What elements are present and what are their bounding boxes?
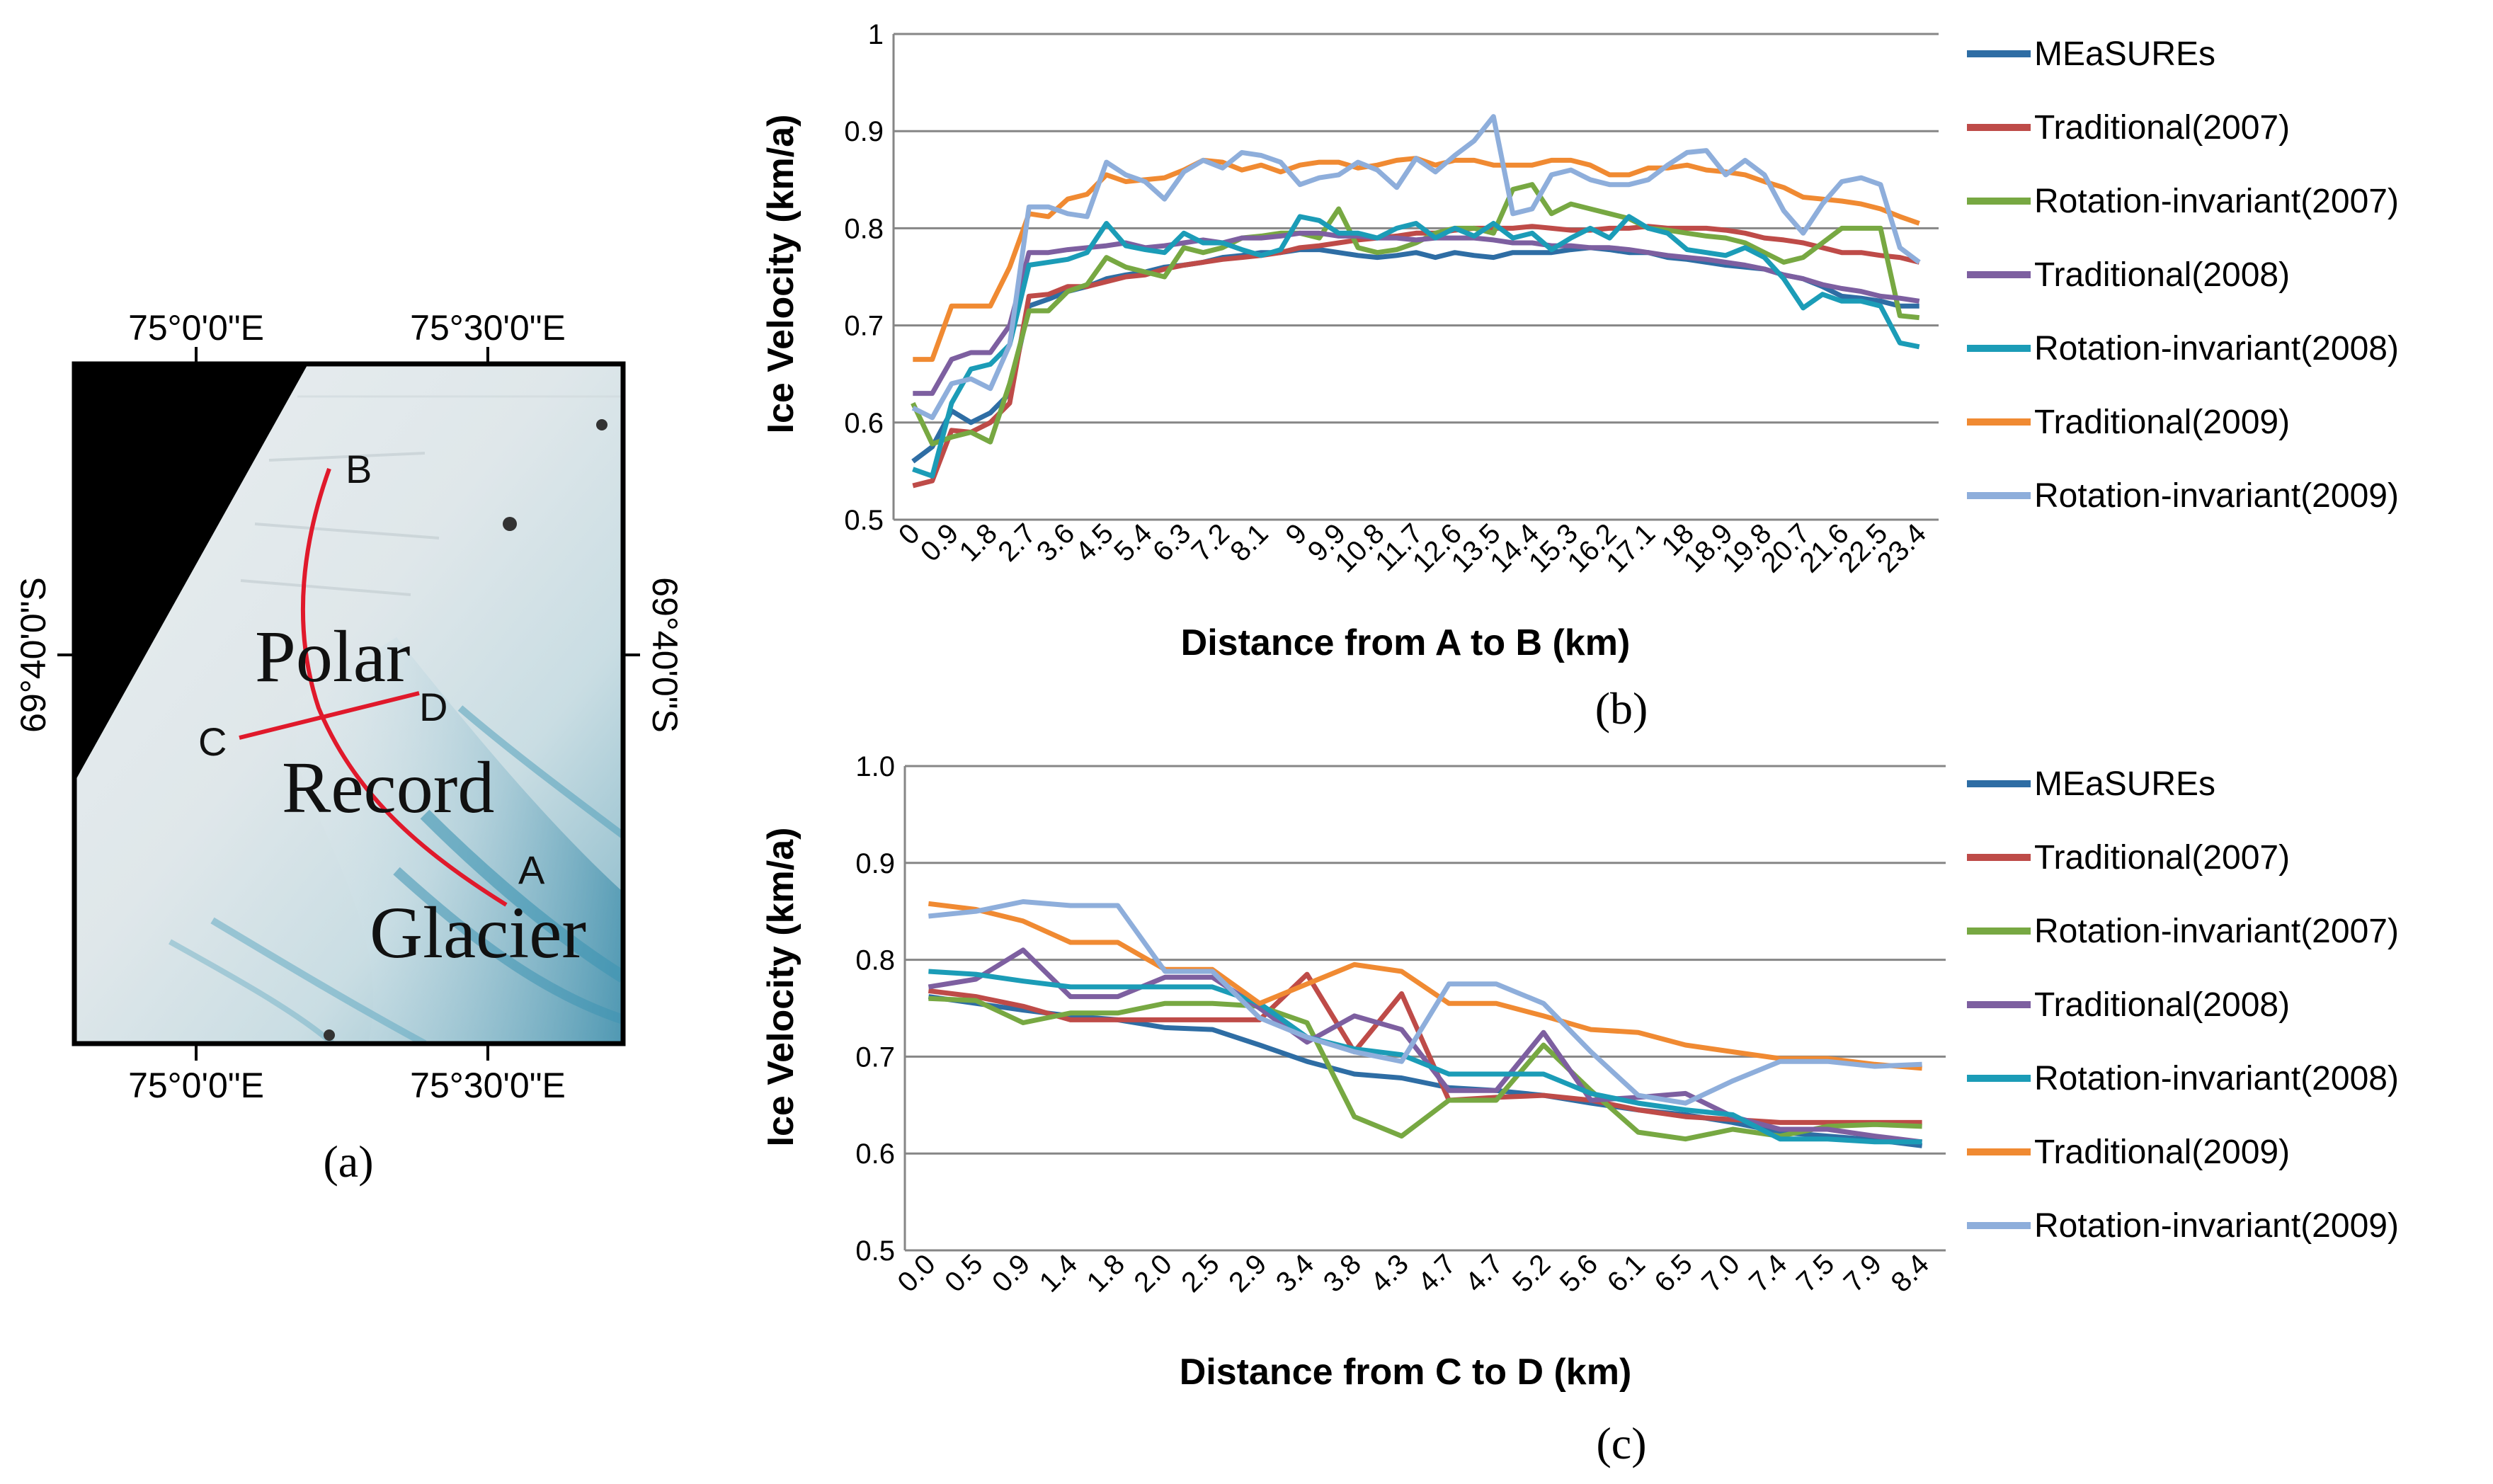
chart-c-ylabel: Ice Velocity (km/a)	[760, 828, 801, 1147]
chart-b-ylabel: Ice Velocity (km/a)	[760, 115, 801, 434]
x-tick-label: 8.4	[1886, 1248, 1935, 1298]
x-tick-label: 2.9	[1223, 1248, 1272, 1298]
map-top-coord-right: 75°30'0"E	[410, 308, 566, 348]
legend-label: Traditional(2007)	[2034, 839, 2290, 877]
legend-label: Rotation-invariant(2007)	[2034, 183, 2399, 220]
legend-label: Traditional(2007)	[2034, 109, 2290, 147]
map-point-b: B	[346, 447, 372, 491]
y-tick-label: 0.8	[844, 213, 884, 244]
x-tick-label: 4.7	[1459, 1248, 1509, 1298]
x-tick-label: 2.5	[1175, 1248, 1225, 1298]
series-line-measures	[911, 245, 1919, 464]
x-tick-label: 7.5	[1791, 1248, 1840, 1298]
route-c-to-d	[239, 691, 420, 740]
y-tick-label: 0.5	[855, 1235, 895, 1267]
x-tick-label: 4.3	[1365, 1248, 1415, 1298]
y-tick-label: 0.8	[855, 945, 895, 976]
route-a-to-b	[300, 467, 508, 907]
series-line-rotation-invariant-2007-	[911, 182, 1920, 447]
legend-label: Traditional(2008)	[2034, 986, 2290, 1024]
series-line-rotation-invariant-2008-	[928, 969, 1922, 1145]
y-tick-label: 0.7	[855, 1041, 895, 1073]
x-tick-label: 4.7	[1412, 1248, 1461, 1298]
chart-b-legend: MEaSUREs Traditional(2007) Rotation-invari…	[1967, 35, 2399, 515]
x-tick-label: 7.4	[1743, 1248, 1793, 1298]
x-tick-label: 6.5	[1648, 1248, 1698, 1298]
y-tick-label: 1.0	[855, 751, 895, 782]
chart-b-grid	[892, 33, 1939, 521]
y-tick-label: 0.9	[844, 116, 884, 147]
map-panel: Polar Record Glacier A B C D 75°0'0"E 75…	[13, 308, 685, 1187]
legend-label: Rotation-invariant(2008)	[2034, 330, 2399, 367]
y-tick-label: 0.6	[844, 408, 884, 439]
legend-label: Traditional(2008)	[2034, 256, 2290, 294]
x-tick-label: 7.0	[1696, 1248, 1745, 1298]
x-tick-label: 0.9	[986, 1248, 1036, 1298]
chart-c-legend: MEaSUREs Traditional(2007) Rotation-invari…	[1967, 765, 2399, 1245]
chart-c-grid	[903, 765, 1946, 1252]
panel-label-a: (a)	[323, 1136, 373, 1187]
map-point-d: D	[419, 685, 447, 729]
legend-label: Rotation-invariant(2009)	[2034, 1207, 2399, 1245]
chart-b-series	[911, 114, 1921, 489]
series-line-traditional-2009-	[928, 901, 1922, 1071]
series-line-rotation-invariant-2008-	[912, 214, 1920, 479]
chart-b: 0.5 0.6 0.7 0.8 0.9 1 00.91.82.73.64.55.46.37…	[760, 19, 2399, 734]
x-tick-label: 6.1	[1602, 1248, 1651, 1298]
map-word-glacier: Glacier	[370, 892, 586, 974]
y-tick-label: 0.7	[844, 311, 884, 342]
x-tick-label: 0.5	[939, 1248, 988, 1298]
series-line-traditional-2008-	[913, 230, 1920, 396]
x-tick-label: 1.4	[1034, 1248, 1083, 1298]
chart-c: 0.50.60.70.80.91.0 0.00.50.91.41.82.02.5…	[760, 751, 2399, 1468]
map-right-coord: 69°40'0"S	[645, 577, 685, 733]
map-word-polar: Polar	[255, 616, 411, 697]
x-tick-label: 5.6	[1554, 1248, 1604, 1298]
x-tick-label: 0.0	[891, 1248, 941, 1298]
map-bottom-coord-left: 75°0'0"E	[128, 1066, 264, 1105]
legend-label: Rotation-invariant(2009)	[2034, 477, 2399, 515]
chart-b-x-ticks: 00.91.82.73.64.55.46.37.28.1 99.910.811.7…	[893, 518, 1932, 578]
chart-c-xlabel: Distance from C to D (km)	[1180, 1352, 1632, 1393]
series-line-rotation-invariant-2009-	[928, 899, 1922, 1106]
y-tick-label: 0.9	[855, 848, 895, 879]
chart-b-xlabel: Distance from A to B (km)	[1181, 622, 1631, 663]
legend-label: MEaSUREs	[2034, 35, 2215, 73]
legend-label: Rotation-invariant(2008)	[2034, 1060, 2399, 1097]
x-tick-label: 5.2	[1507, 1248, 1556, 1298]
series-line-rotation-invariant-2007-	[928, 995, 1922, 1142]
map-bottom-coord-right: 75°30'0"E	[410, 1066, 566, 1105]
chart-c-y-ticks: 0.5 0.6 0.7 0.8 0.9 1.0	[855, 751, 895, 1267]
map-point-a: A	[518, 847, 545, 892]
legend-label: Rotation-invariant(2007)	[2034, 913, 2399, 950]
x-tick-label: 3.8	[1318, 1248, 1367, 1298]
x-tick-label: 3.4	[1270, 1248, 1320, 1298]
legend-label: Traditional(2009)	[2034, 1134, 2290, 1171]
map-top-coord-left: 75°0'0"E	[128, 308, 264, 348]
legend-label: MEaSUREs	[2034, 765, 2215, 803]
chart-b-y-ticks: 0.5 0.6 0.7 0.8 0.9 1	[844, 19, 884, 536]
x-tick-label: 7.9	[1838, 1248, 1888, 1298]
x-tick-label: 1.8	[1081, 1248, 1131, 1298]
chart-c-x-ticks: 0.00.50.91.41.82.02.52.93.43.84.34.74.75…	[891, 1248, 1935, 1298]
map-word-record: Record	[282, 747, 494, 828]
x-tick-label: 8.1	[1224, 518, 1274, 567]
y-tick-label: 1	[868, 19, 884, 50]
satellite-image	[74, 364, 623, 1044]
series-line-traditional-2008-	[928, 947, 1923, 1145]
y-tick-label: 0.5	[844, 505, 884, 536]
map-left-coord: 69°40'0"S	[13, 577, 53, 733]
panel-label-c: (c)	[1596, 1418, 1646, 1468]
legend-label: Traditional(2009)	[2034, 404, 2290, 441]
panel-label-b: (b)	[1595, 683, 1648, 734]
map-point-c: C	[198, 719, 227, 764]
series-line-rotation-invariant-2009-	[911, 114, 1921, 421]
x-tick-label: 2.0	[1128, 1248, 1177, 1298]
y-tick-label: 0.6	[855, 1138, 895, 1170]
chart-c-series	[928, 899, 1923, 1148]
